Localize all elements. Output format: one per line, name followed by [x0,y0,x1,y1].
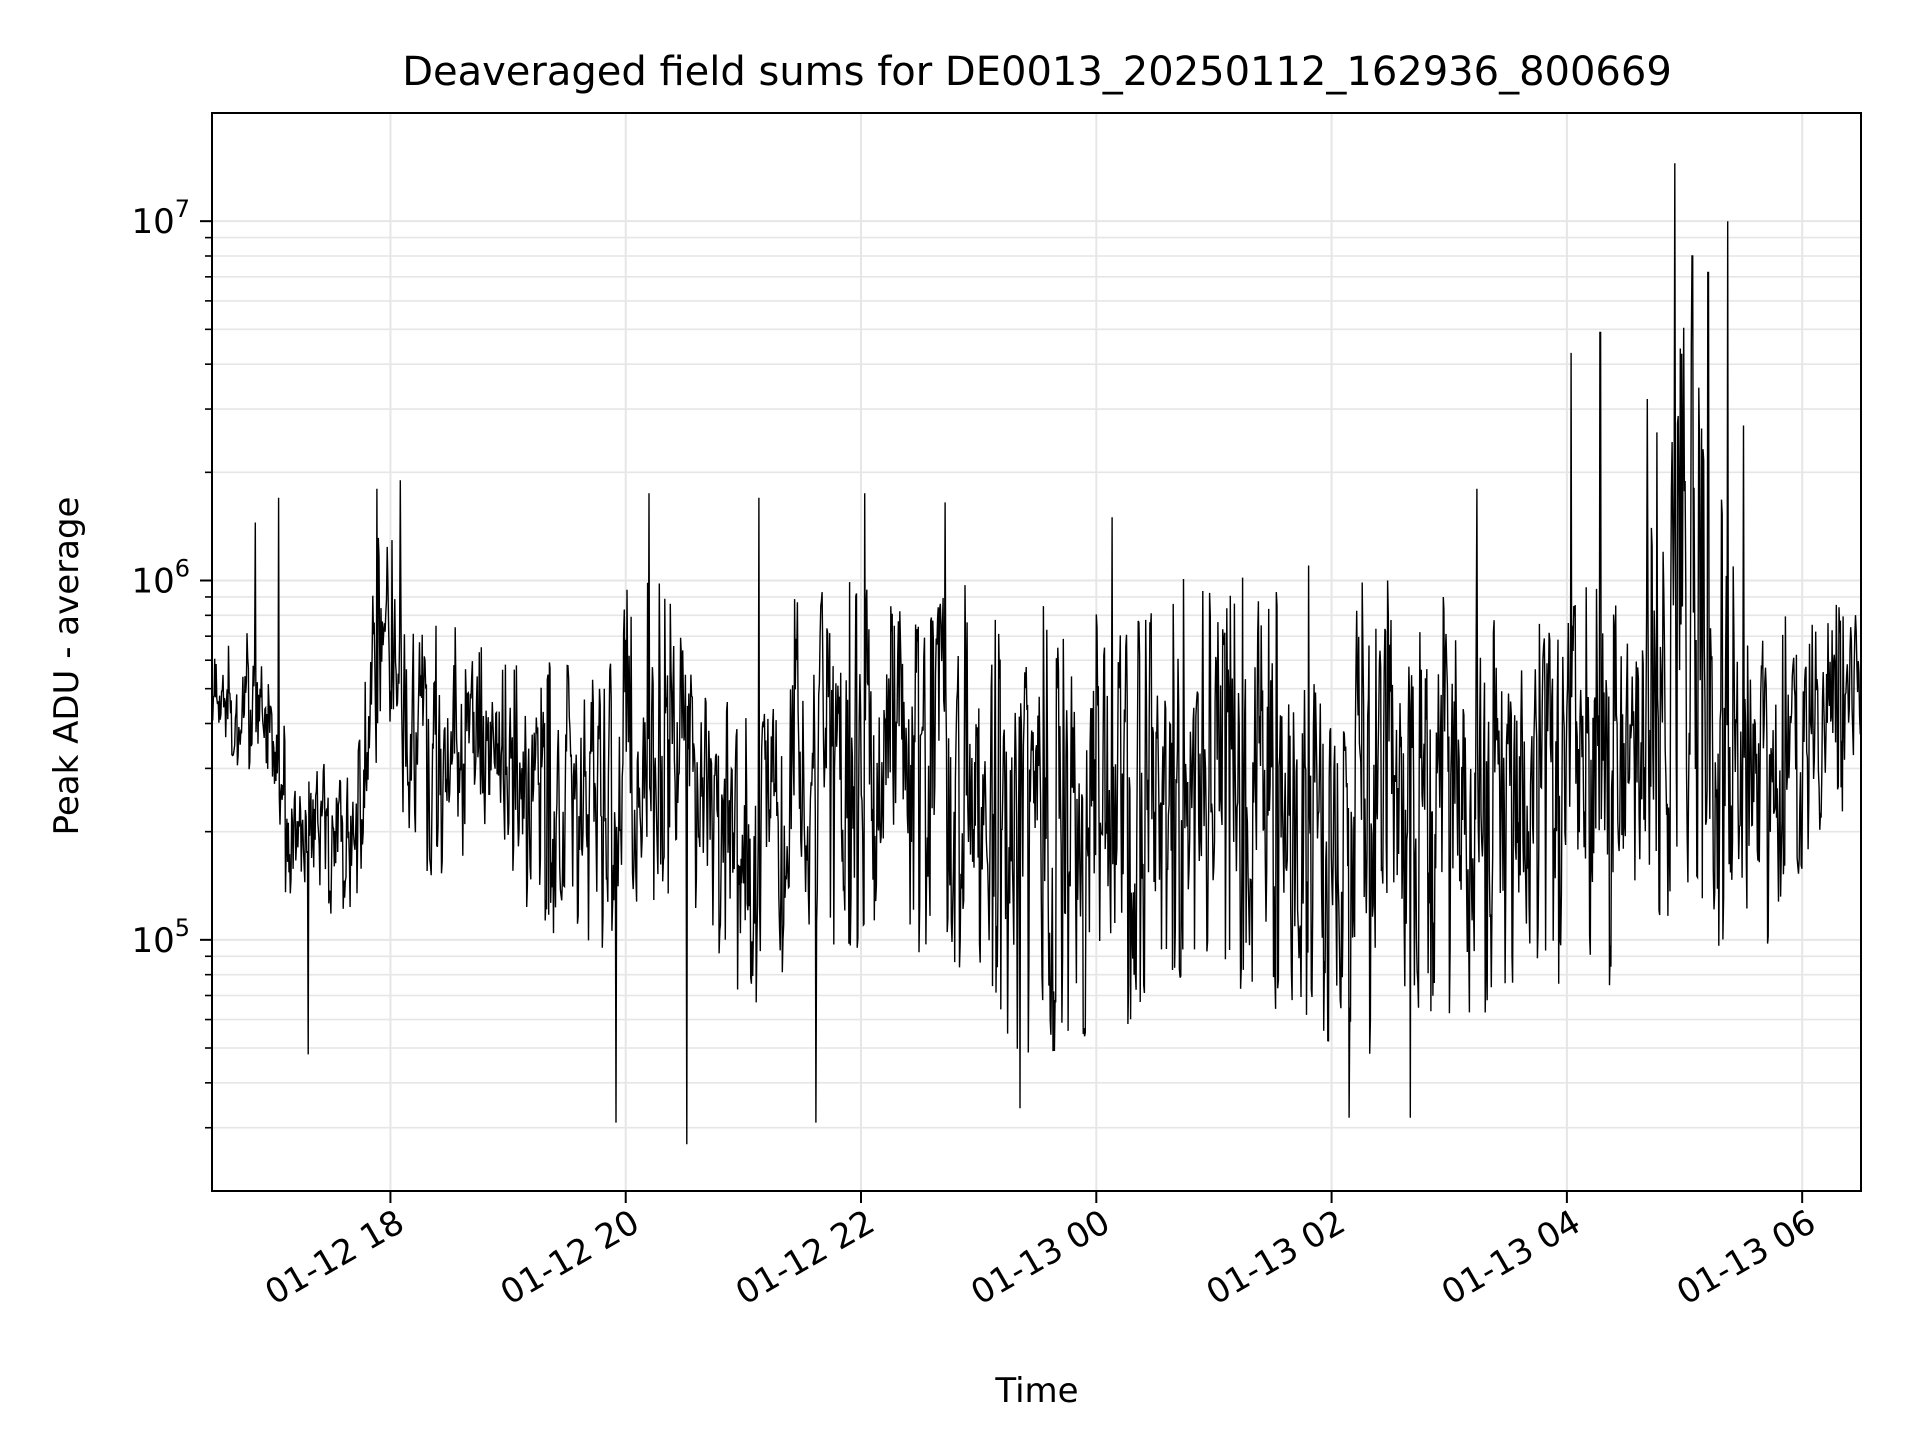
x-axis-label: Time [994,1371,1078,1411]
y-axis-label: Peak ADU - average [47,497,87,836]
y-tick-label: 107 [131,195,190,242]
plot-frame [211,112,1862,1192]
y-axis-ticks: 105 106 107 [131,195,212,1129]
y-tick-label: 106 [131,555,190,602]
series-path [211,163,1862,1145]
series-line [211,163,1862,1145]
y-tick-label: 105 [131,914,190,961]
chart-title: Deaveraged field sums for DE0013_2025011… [402,49,1672,95]
